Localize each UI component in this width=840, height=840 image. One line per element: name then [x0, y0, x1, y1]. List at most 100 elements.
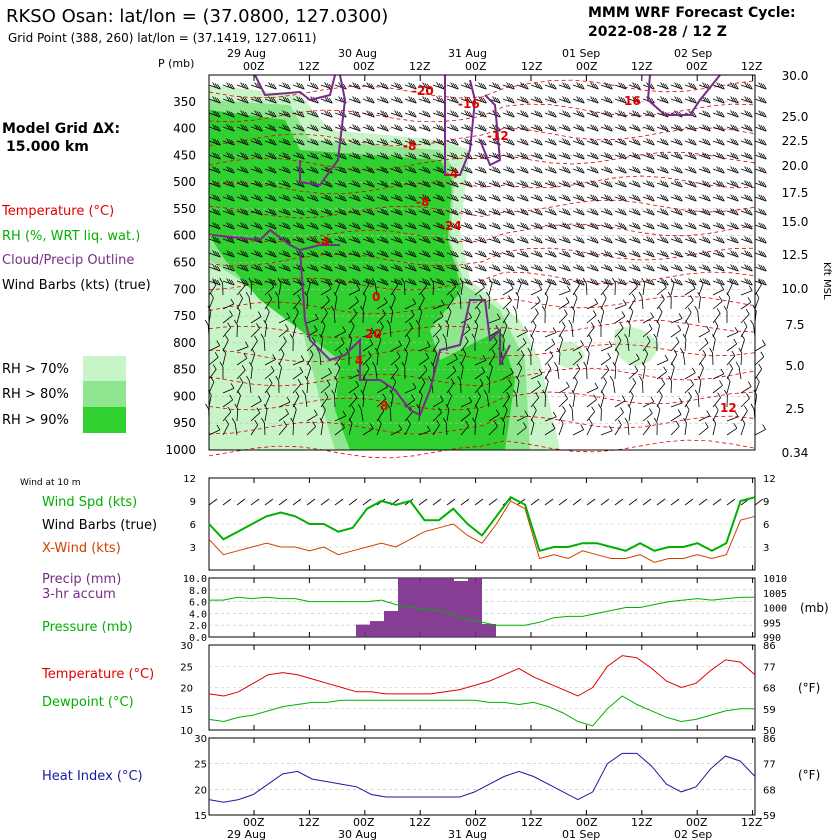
wind-barb-staff — [222, 98, 235, 104]
wind-barb-staff — [628, 370, 639, 380]
wind-barb — [292, 152, 305, 160]
wind-barb — [250, 222, 263, 230]
wind-barb-flag — [286, 223, 291, 230]
wind-barb — [628, 152, 641, 160]
wind-barb-flag — [576, 110, 580, 116]
wind-barb-staff — [446, 325, 449, 338]
wind-barb-flag — [650, 237, 655, 244]
wind-barb — [474, 222, 487, 230]
wind-barb-staff — [642, 413, 653, 422]
wind-barb-staff — [376, 266, 389, 272]
wind-barb-staff — [208, 168, 221, 174]
wind-barb-staff — [656, 168, 669, 174]
wind-barb-flag — [592, 208, 597, 215]
wind-barb-flag — [730, 180, 734, 186]
wind-barb-flag — [538, 237, 543, 244]
wind-barb-staff — [446, 84, 459, 90]
wind-barb-flag — [718, 138, 723, 145]
wind-barb — [292, 124, 305, 132]
wind-barb-flag — [691, 367, 696, 374]
wind-barb — [432, 180, 445, 188]
wind-barb — [390, 180, 403, 188]
wind-barb — [404, 208, 417, 216]
wind-barb-flag — [744, 250, 748, 256]
wind-barb-flag — [634, 166, 639, 173]
wind-barb-flag — [563, 309, 568, 315]
wind-barb — [418, 166, 431, 174]
wind-barb-staff — [264, 112, 277, 118]
wind-barb-flag — [370, 327, 375, 333]
wind-barb-staff — [614, 126, 627, 132]
wind-barb-flag — [494, 82, 499, 89]
wind-panel: 3 36 69 912 12 — [183, 474, 776, 571]
wind-barb — [544, 222, 557, 230]
wind-barb — [418, 425, 431, 436]
wind-barb-staff — [712, 98, 725, 104]
wind-barb-staff — [306, 252, 319, 258]
wind-barb-flag — [282, 166, 286, 172]
wind-barb-staff — [530, 224, 543, 230]
wind-barb-flag — [622, 167, 627, 174]
wind-barb — [432, 264, 445, 272]
wind-barb-flag — [636, 111, 641, 118]
wind-barb-flag — [591, 406, 595, 412]
wind-barb-flag — [426, 167, 431, 174]
wind-barb-flag — [282, 264, 286, 270]
wind-barb-flag — [506, 152, 510, 158]
wind-barb-flag — [214, 278, 219, 285]
wind-barb-flag — [506, 278, 510, 284]
wind-barb-staff — [250, 424, 259, 436]
wind-barb — [558, 194, 571, 202]
wind-barb-flag — [646, 208, 650, 214]
wind-barb-flag — [396, 278, 401, 285]
wind-barb-staff — [670, 380, 672, 394]
wind-barb-staff — [600, 210, 613, 216]
wind-barb-flag — [552, 167, 557, 174]
wind-barb-staff — [390, 238, 403, 244]
wind-barb-flag — [265, 306, 270, 313]
wind-barb — [530, 278, 543, 286]
wind-barb-staff — [544, 355, 554, 366]
wind-barb — [586, 394, 597, 408]
wind-barb-flag — [270, 166, 275, 173]
wind-barb-staff — [348, 126, 361, 132]
wind-barb-flag — [552, 265, 557, 272]
wind-barb — [278, 336, 287, 352]
wind-barb-flag — [692, 167, 697, 174]
wind-barb — [320, 110, 333, 118]
wind-barb-flag — [488, 278, 493, 284]
wind-barb-flag — [662, 222, 667, 229]
wind-barb-flag — [263, 319, 268, 326]
wind-barb-flag — [561, 321, 566, 327]
wind-barb-flag — [256, 82, 261, 89]
wind-barb — [390, 279, 399, 296]
wind-barb-flag — [319, 333, 323, 340]
wind-barb-staff — [418, 285, 428, 296]
wind-barb-flag — [494, 236, 499, 243]
wind-barb — [726, 423, 738, 436]
wind-barb-flag — [592, 96, 597, 103]
wind-barb — [432, 419, 440, 436]
wind-barb-flag — [530, 418, 535, 424]
wind-barb-staff — [418, 84, 431, 90]
wind-barb — [320, 278, 333, 286]
wind-barb — [362, 166, 375, 174]
wind-barb-flag — [408, 96, 412, 102]
wind-barb-flag — [452, 222, 457, 229]
wind-barb-staff — [684, 98, 697, 104]
wind-barb-flag — [384, 97, 389, 104]
wind-barb-staff — [222, 196, 235, 202]
wind-barb-flag — [424, 194, 429, 201]
wind-barb-flag — [580, 97, 585, 104]
wind-barb-flag — [632, 293, 636, 300]
wind-barb — [264, 365, 275, 380]
wind-barb — [684, 250, 697, 258]
wind-barb-staff — [474, 409, 479, 422]
wind-barb — [263, 319, 268, 338]
wind-barb-flag — [422, 264, 426, 270]
wind-barb-flag — [438, 82, 443, 89]
wind-barb-flag — [328, 125, 333, 132]
wind-barb-staff — [418, 196, 431, 202]
wind-barb-flag — [348, 418, 353, 424]
wind-barb-flag — [550, 278, 555, 285]
